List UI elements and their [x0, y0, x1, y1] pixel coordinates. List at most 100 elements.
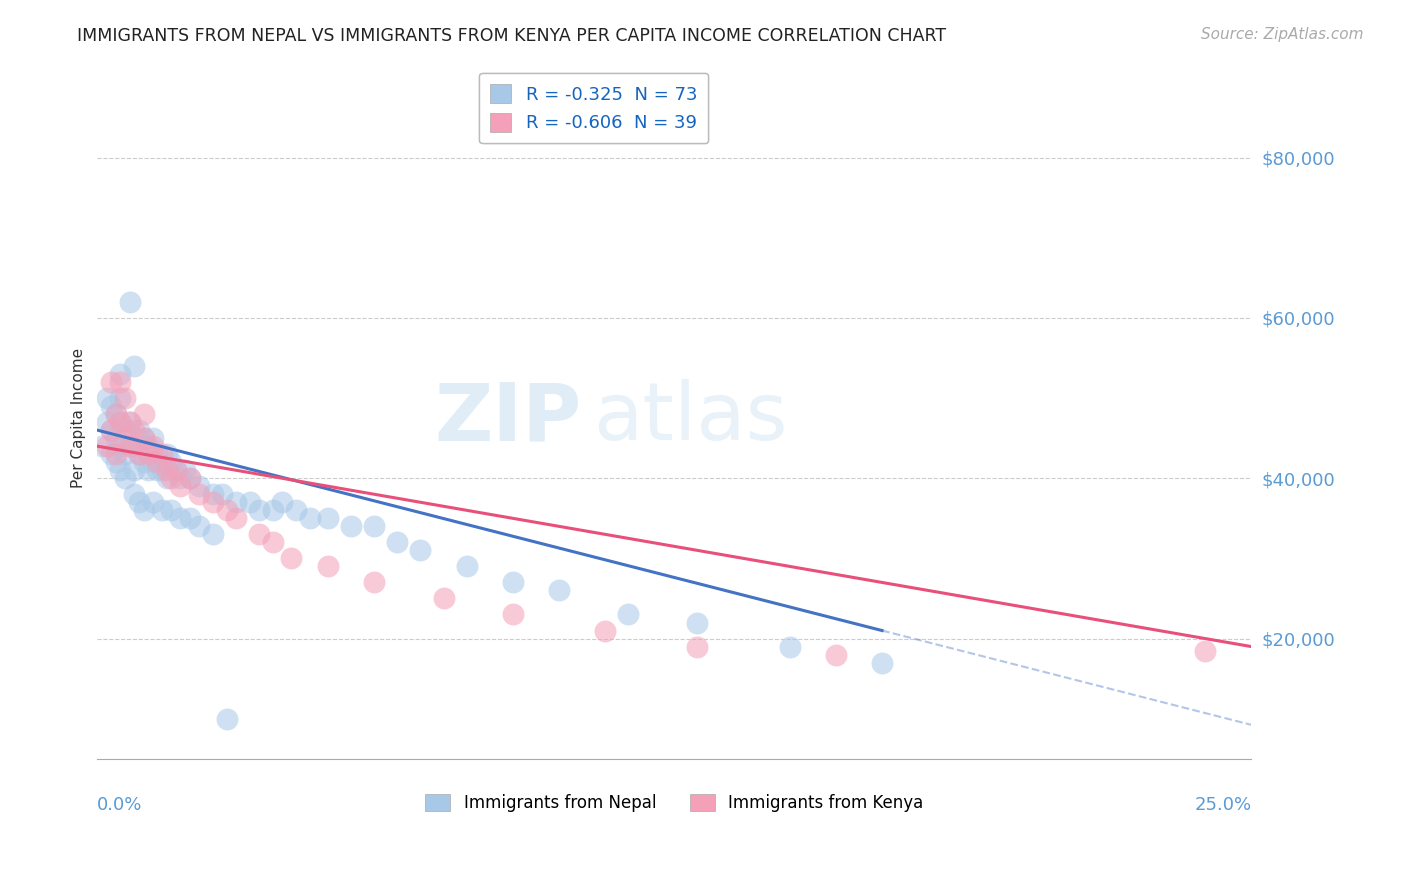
Point [150, 503, 173, 517]
Point [136, 463, 159, 477]
Point [124, 359, 146, 373]
Point [409, 543, 432, 558]
Point [128, 423, 150, 437]
Point [118, 415, 141, 429]
Point [128, 495, 150, 509]
Text: 0.0%: 0.0% [97, 797, 143, 814]
Point [201, 495, 224, 509]
Point [142, 455, 165, 469]
Point [118, 439, 141, 453]
Point [124, 487, 146, 501]
Point [165, 463, 187, 477]
Point [132, 431, 155, 445]
Point [432, 591, 454, 606]
Point [110, 367, 132, 381]
Point [160, 503, 183, 517]
Point [262, 535, 284, 549]
Point [104, 431, 127, 445]
Point [96, 415, 118, 429]
Point [104, 407, 127, 421]
Point [165, 463, 187, 477]
Point [340, 519, 363, 533]
Point [215, 712, 238, 726]
Y-axis label: Per Capita Income: Per Capita Income [72, 348, 86, 488]
Point [247, 527, 270, 541]
Point [187, 519, 209, 533]
Point [179, 511, 201, 525]
Point [146, 447, 169, 461]
Point [128, 447, 150, 461]
Point [110, 415, 132, 429]
Point [104, 407, 127, 421]
Point [104, 455, 127, 469]
Point [298, 511, 321, 525]
Point [239, 495, 262, 509]
Point [146, 455, 169, 469]
Point [118, 415, 141, 429]
Point [104, 447, 127, 461]
Point [247, 503, 270, 517]
Point [280, 551, 302, 566]
Point [132, 407, 155, 421]
Point [110, 415, 132, 429]
Point [96, 439, 118, 453]
Point [124, 423, 146, 437]
Point [179, 471, 201, 485]
Point [316, 511, 339, 525]
Point [118, 294, 141, 309]
Point [132, 431, 155, 445]
Point [118, 439, 141, 453]
Point [1194, 643, 1216, 657]
Point [124, 439, 146, 453]
Point [128, 447, 150, 461]
Point [160, 455, 183, 469]
Point [686, 640, 709, 654]
Point [502, 575, 524, 590]
Point [363, 575, 385, 590]
Point [169, 511, 191, 525]
Point [262, 503, 284, 517]
Text: Source: ZipAtlas.com: Source: ZipAtlas.com [1201, 27, 1364, 42]
Point [142, 439, 165, 453]
Point [387, 535, 409, 549]
Point [215, 503, 238, 517]
Point [160, 471, 183, 485]
Point [169, 471, 191, 485]
Point [100, 423, 122, 437]
Point [271, 495, 294, 509]
Point [132, 455, 155, 469]
Point [169, 479, 191, 493]
Point [363, 519, 385, 533]
Point [132, 503, 155, 517]
Text: IMMIGRANTS FROM NEPAL VS IMMIGRANTS FROM KENYA PER CAPITA INCOME CORRELATION CHA: IMMIGRANTS FROM NEPAL VS IMMIGRANTS FROM… [77, 27, 946, 45]
Point [114, 391, 136, 405]
Point [201, 487, 224, 501]
Legend: R = -0.325  N = 73, R = -0.606  N = 39: R = -0.325 N = 73, R = -0.606 N = 39 [479, 73, 709, 144]
Point [456, 559, 478, 574]
Point [91, 439, 114, 453]
Point [142, 431, 165, 445]
Text: ZIP: ZIP [434, 379, 582, 457]
Point [100, 447, 122, 461]
Point [225, 495, 247, 509]
Point [779, 640, 801, 654]
Text: atlas: atlas [593, 379, 787, 457]
Point [155, 471, 177, 485]
Point [593, 624, 616, 638]
Point [110, 439, 132, 453]
Point [686, 615, 709, 630]
Point [114, 447, 136, 461]
Point [110, 391, 132, 405]
Point [617, 607, 640, 622]
Point [150, 463, 173, 477]
Point [150, 447, 173, 461]
Point [316, 559, 339, 574]
Point [110, 463, 132, 477]
Point [870, 656, 893, 670]
Point [136, 447, 159, 461]
Point [100, 375, 122, 389]
Point [146, 463, 169, 477]
Point [114, 423, 136, 437]
Point [211, 487, 233, 501]
Point [155, 463, 177, 477]
